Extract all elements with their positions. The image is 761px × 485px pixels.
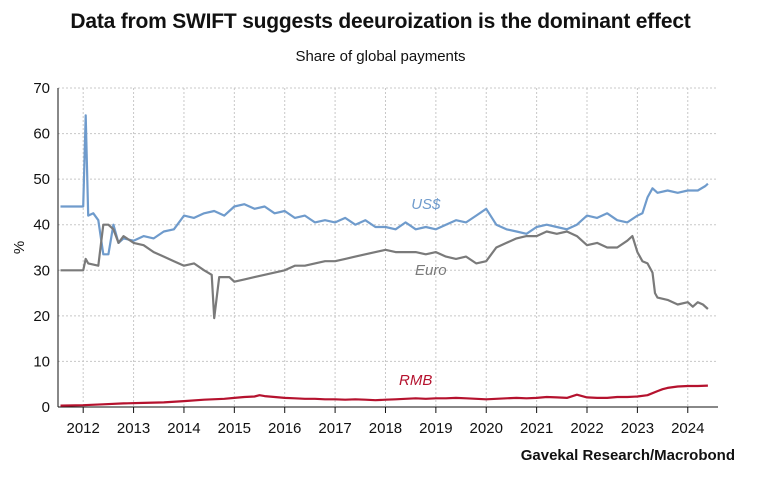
series-label-euro: Euro [415, 262, 447, 279]
y-tick-label: 70 [33, 80, 50, 97]
series-line-us [60, 114, 709, 256]
y-tick-label: 10 [33, 353, 50, 370]
x-tick-label: 2024 [671, 420, 704, 437]
y-tick-label: 60 [33, 126, 50, 143]
series-line-rmb [60, 384, 708, 407]
x-tick-label: 2015 [218, 420, 251, 437]
x-tick-label: 2018 [369, 420, 402, 437]
x-tick-label: 2014 [167, 420, 200, 437]
x-tick-label: 2022 [570, 420, 603, 437]
x-tick-label: 2013 [117, 420, 150, 437]
x-tick-label: 2020 [470, 420, 503, 437]
chart-title: Data from SWIFT suggests deeuroization i… [70, 10, 691, 33]
y-tick-label: 20 [33, 308, 50, 325]
x-tick-label: 2017 [318, 420, 351, 437]
y-tick-label: 30 [33, 262, 50, 279]
series-line-euro [60, 223, 709, 320]
chart-subtitle: Share of global payments [295, 48, 466, 65]
x-tick-label: 2021 [520, 420, 553, 437]
series-label-us: US$ [411, 196, 441, 213]
series-lines [60, 114, 709, 407]
y-tick-label: 40 [33, 217, 50, 234]
y-axis-label: % [11, 241, 28, 254]
x-tick-label: 2019 [419, 420, 452, 437]
series-label-rmb: RMB [399, 372, 432, 389]
axes: 0 10 20 30 40 50 60 70 2012 2013 2014 2015 2016 2017 2… [11, 80, 718, 437]
x-tick-label: 2016 [268, 420, 301, 437]
source-note: Gavekal Research/Macrobond [520, 447, 735, 464]
x-tick-label: 2023 [621, 420, 654, 437]
y-tick-label: 0 [42, 399, 50, 416]
grid [58, 87, 718, 407]
y-tick-label: 50 [33, 171, 50, 188]
series-labels: US$ Euro RMB [399, 196, 447, 389]
x-tick-label: 2012 [67, 420, 100, 437]
